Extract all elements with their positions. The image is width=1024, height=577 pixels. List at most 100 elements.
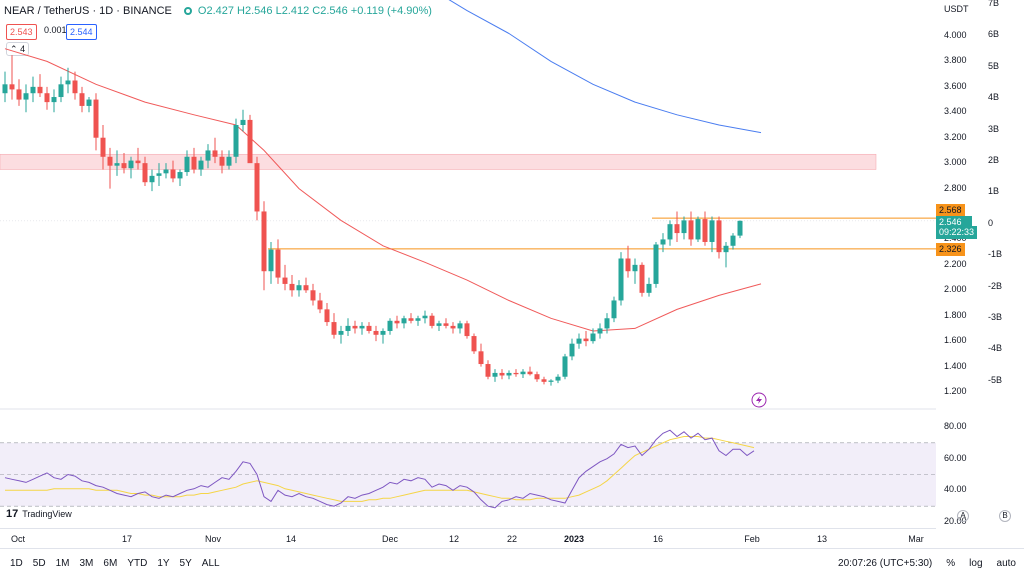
candle: [604, 313, 610, 334]
volume-tick: 0: [988, 217, 994, 228]
watermark-text: TradingView: [22, 509, 72, 519]
candle: [359, 322, 365, 335]
candle: [282, 264, 288, 291]
candle: [44, 86, 50, 110]
price-tick: 2.000: [944, 284, 967, 295]
candle: [51, 89, 57, 113]
candle: [86, 97, 92, 113]
time-tick: Dec: [381, 534, 399, 544]
rsi-badge-b[interactable]: B: [999, 510, 1011, 522]
candle: [625, 245, 631, 278]
timeframe-5y-button[interactable]: 5Y: [179, 557, 192, 569]
candle: [548, 379, 554, 386]
candle: [408, 313, 414, 324]
symbol-title[interactable]: NEAR / TetherUS · 1D · BINANCE: [4, 5, 172, 17]
timeframe-all-button[interactable]: ALL: [201, 557, 220, 569]
candle: [464, 320, 470, 339]
ma-red-line: [4, 48, 762, 332]
resistance-zone: [0, 153, 877, 170]
candle: [520, 369, 526, 379]
time-tick: 12: [448, 534, 460, 544]
level-lines-layer: [0, 217, 936, 250]
volume-tick: 5B: [988, 60, 1000, 71]
candle: [618, 252, 624, 306]
candle: [23, 84, 29, 113]
time-axis[interactable]: Oct 17 Nov 14 Dec 12 22 2023 16 Feb 13 Mar: [0, 528, 936, 549]
candle: [541, 376, 547, 385]
timeframe-3m-button[interactable]: 3M: [79, 557, 94, 569]
candle: [58, 76, 64, 103]
candle: [709, 216, 715, 253]
candle: [688, 211, 694, 246]
timeframe-6m-button[interactable]: 6M: [103, 557, 118, 569]
rsi-badge-a[interactable]: A: [957, 510, 969, 522]
candle: [562, 353, 568, 380]
candle: [513, 369, 519, 377]
price-tick: 3.000: [944, 157, 967, 168]
volume-tick: -5B: [988, 374, 1003, 385]
candle: [597, 323, 603, 339]
candle: [107, 147, 113, 189]
candle: [289, 275, 295, 297]
log-toggle[interactable]: log: [969, 557, 983, 569]
candle: [583, 330, 589, 347]
candle: [443, 318, 449, 329]
tradingview-watermark: 17 TradingView: [6, 508, 72, 520]
candle: [114, 150, 120, 176]
indicator-count: 4: [20, 44, 26, 54]
candle: [219, 150, 225, 174]
volume-tick: -4B: [988, 343, 1003, 354]
rsi-layer: [0, 429, 936, 509]
ask-price-box[interactable]: 2.544: [66, 24, 97, 40]
rsi-line: [4, 429, 755, 509]
candle: [317, 292, 323, 314]
candle: [212, 137, 218, 164]
candle: [79, 86, 85, 113]
percent-toggle[interactable]: %: [946, 557, 956, 569]
timeframe-1d-button[interactable]: 1D: [10, 557, 23, 569]
price-tick: 1.800: [944, 309, 967, 320]
rsi-tick: 60.00: [944, 452, 967, 463]
candle: [30, 76, 36, 103]
price-chart[interactable]: [0, 0, 936, 528]
candle: [576, 333, 582, 349]
candle: [303, 277, 309, 293]
candle: [345, 318, 351, 337]
candle: [646, 277, 652, 297]
auto-toggle[interactable]: auto: [996, 557, 1016, 569]
candle: [121, 152, 127, 174]
volume-tick: 3B: [988, 123, 1000, 134]
price-tick: 3.200: [944, 131, 967, 142]
time-tick: Feb: [744, 534, 760, 544]
volume-tick: 7B: [988, 0, 1000, 8]
bid-price-box[interactable]: 2.543: [6, 24, 37, 40]
spread-value: 0.001: [44, 25, 67, 35]
time-tick: 17: [121, 534, 133, 544]
clock-time[interactable]: 20:07:26 (UTC+5:30): [838, 557, 933, 569]
timeframe-5d-button[interactable]: 5D: [32, 557, 46, 569]
timeframe-1m-button[interactable]: 1M: [55, 557, 70, 569]
chart-header: NEAR / TetherUS · 1D · BINANCE O2.427 H2…: [0, 0, 940, 22]
lightning-icon: [751, 392, 767, 408]
time-tick: Nov: [204, 534, 222, 544]
candle: [65, 67, 71, 94]
rsi-tick: 40.00: [944, 484, 967, 495]
candle: [681, 216, 687, 240]
candle: [72, 71, 78, 100]
candle: [730, 233, 736, 250]
price-axis[interactable]: USDT 4.000 3.800 3.600 3.400 3.200 3.000 2.800…: [936, 0, 1024, 548]
timeframe-1y-button[interactable]: 1Y: [157, 557, 170, 569]
candle: [331, 313, 337, 339]
time-tick: Mar: [908, 534, 924, 544]
chevron-up-icon: ⌃: [10, 44, 18, 54]
candle: [450, 322, 456, 334]
volume-tick: -3B: [988, 312, 1003, 322]
volume-tick: -2B: [988, 280, 1003, 291]
timeframe-ytd-button[interactable]: YTD: [127, 557, 148, 569]
candle: [639, 262, 645, 297]
candle: [156, 163, 162, 187]
candle: [247, 114, 253, 164]
candle: [436, 320, 442, 331]
time-tick: Oct: [10, 534, 26, 544]
price-tick: 1.600: [944, 335, 967, 346]
